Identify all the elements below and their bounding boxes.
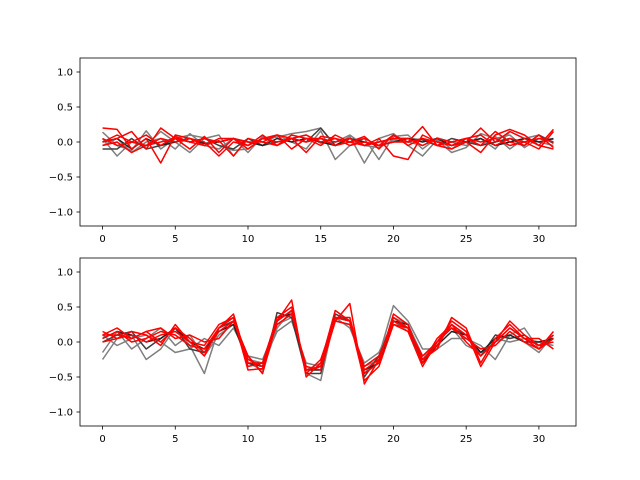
- top-x-tick-label: 0: [99, 234, 105, 245]
- bottom-y-tick-label: −1.0: [49, 408, 73, 419]
- bottom-x-tick-label: 25: [460, 434, 473, 445]
- top-axes-frame: [79, 57, 577, 227]
- top-axes: 0 5 10 15 20 25 30 −1.0 −0.5 0.0 0.5 1.0: [49, 57, 577, 246]
- bottom-y-tick-label: 0.5: [57, 303, 73, 314]
- top-ticks-group: 0 5 10 15 20 25 30 −1.0 −0.5 0.0 0.5 1.0: [49, 68, 546, 246]
- top-x-tick-label: 20: [387, 234, 400, 245]
- top-series-line-8: [102, 131, 555, 157]
- top-x-tick-label: 5: [172, 234, 178, 245]
- bottom-x-tick-label: 5: [172, 434, 178, 445]
- top-y-tick-label: 1.0: [57, 68, 73, 79]
- top-series-group: [101, 125, 555, 164]
- top-series-line-9: [102, 134, 554, 147]
- bottom-ticks-group: 0 5 10 15 20 25 30 −1.0 −0.5 0.0 0.5 1.0: [49, 268, 546, 446]
- top-x-tick-label: 15: [314, 234, 327, 245]
- top-y-tick-label: 0.5: [57, 103, 73, 114]
- top-y-tick-label: −0.5: [49, 173, 73, 184]
- bottom-x-tick-label: 15: [314, 434, 327, 445]
- top-y-tick-label: −1.0: [49, 208, 73, 219]
- top-y-tick-label: 0.0: [57, 138, 73, 149]
- bottom-axes: 0 5 10 15 20 25 30 −1.0 −0.5 0.0 0.5 1.0: [49, 257, 577, 446]
- bottom-series-line-8: [102, 313, 555, 371]
- bottom-x-tick-label: 30: [533, 434, 546, 445]
- bottom-x-tick-label: 10: [242, 434, 255, 445]
- top-series-line-5: [102, 125, 555, 164]
- bottom-y-tick-label: 0.0: [57, 338, 73, 349]
- bottom-series-line-9: [102, 309, 554, 371]
- bottom-series-group: [101, 299, 555, 385]
- top-x-tick-label: 10: [242, 234, 255, 245]
- bottom-x-tick-label: 20: [387, 434, 400, 445]
- top-x-tick-label: 30: [533, 234, 546, 245]
- bottom-y-tick-label: 1.0: [57, 268, 73, 279]
- bottom-y-tick-label: −0.5: [49, 373, 73, 384]
- bottom-axes-frame: [79, 257, 577, 427]
- top-x-tick-label: 25: [460, 234, 473, 245]
- bottom-x-tick-label: 0: [99, 434, 105, 445]
